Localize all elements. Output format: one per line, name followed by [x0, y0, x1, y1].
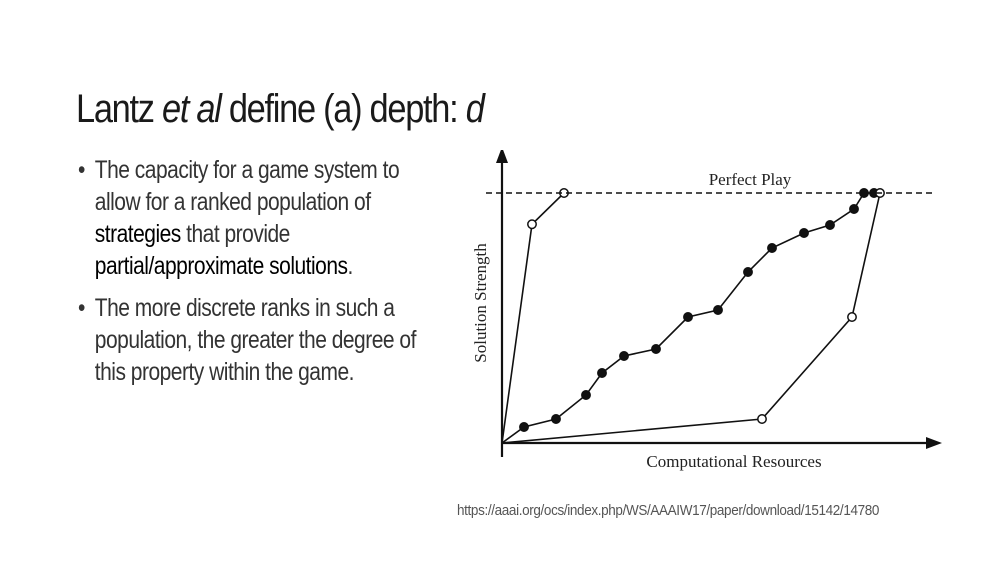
series-2-point [519, 422, 529, 432]
bullet1-text-c: that provide [180, 220, 290, 248]
bullet-item-1: • The capacity for a game system to allow… [78, 154, 431, 282]
series-2-point [581, 390, 591, 400]
series-3-point [757, 414, 767, 424]
series-1-point [527, 219, 537, 230]
series-2-point [619, 351, 629, 361]
series-3-point [847, 312, 857, 322]
series-2-point [849, 204, 859, 214]
bullet-dot: • [78, 294, 85, 322]
bullet2-text: The more discrete ranks in such a popula… [94, 294, 417, 386]
bullet1-text-a: The capacity for a game system to allow … [94, 156, 400, 216]
bullet-list: • The capacity for a game system to allow… [78, 154, 431, 398]
source-url: https://aaai.org/ocs/index.php/WS/AAAIW1… [457, 502, 880, 519]
bullet1-solutions: partial/approximate solutions [94, 252, 348, 280]
y-axis-label: Solution Strength [471, 243, 490, 363]
series-2-point [825, 220, 835, 230]
series-2-point [799, 228, 809, 238]
perfect-play-label: Perfect Play [709, 170, 792, 189]
series-2-point [743, 267, 753, 277]
slide-title: Lantz et al define (a) depth: d [76, 86, 485, 132]
title-middle: define (a) depth: [220, 86, 466, 131]
series-2-point [551, 414, 561, 424]
series-2-point [597, 368, 607, 378]
bullet1-text-e: . [347, 252, 353, 280]
series-layer [501, 188, 885, 444]
x-axis-label: Computational Resources [646, 452, 821, 471]
series-2-point [651, 344, 661, 354]
title-prefix: Lantz [76, 86, 162, 131]
y-axis-arrowhead [496, 150, 508, 163]
x-axis-arrowhead [926, 437, 942, 449]
bullet-dot: • [78, 156, 85, 184]
title-variable: d [465, 86, 485, 131]
series-2-point [683, 312, 693, 322]
depth-chart: Perfect Play Computational Resources Sol… [471, 150, 942, 471]
series-2-point [767, 243, 777, 253]
series-2-point [713, 305, 723, 315]
series-3-line [501, 192, 881, 444]
series-2-line [501, 192, 874, 444]
title-italic: et al [161, 86, 222, 131]
bullet1-strategies: strategies [94, 220, 182, 248]
series-1-line [501, 192, 565, 444]
bullet-item-2: • The more discrete ranks in such a popul… [78, 292, 431, 388]
